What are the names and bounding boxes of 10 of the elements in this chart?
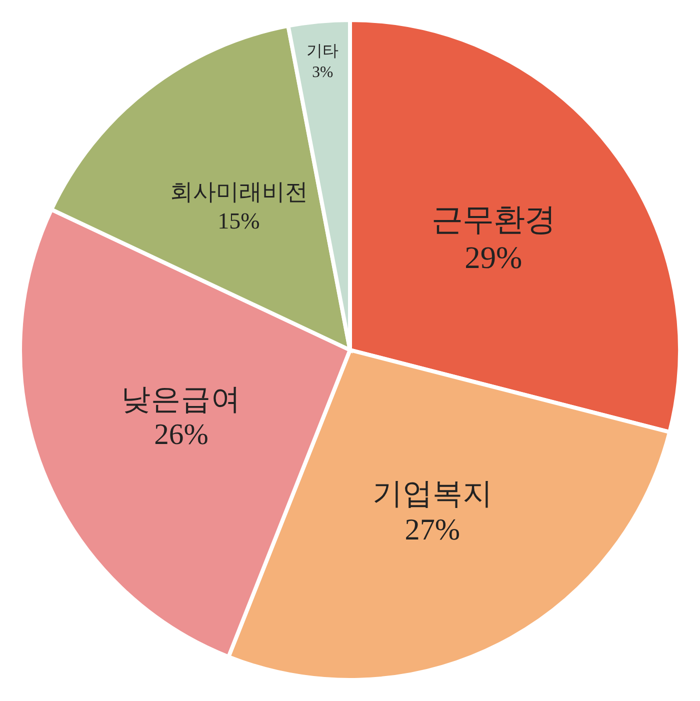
data-label: 26% [154, 418, 208, 451]
slice-label: 기타 [306, 40, 339, 60]
slice-label: 근무환경 [431, 202, 556, 238]
slice-label: 낮은급여 [121, 382, 242, 416]
data-label: 27% [404, 512, 460, 547]
data-label: 15% [218, 208, 260, 234]
slice-label: 회사미래비전 [170, 180, 308, 206]
data-label: 3% [312, 64, 334, 81]
data-label: 29% [464, 240, 522, 275]
slice-label: 기업복지 [372, 476, 492, 512]
